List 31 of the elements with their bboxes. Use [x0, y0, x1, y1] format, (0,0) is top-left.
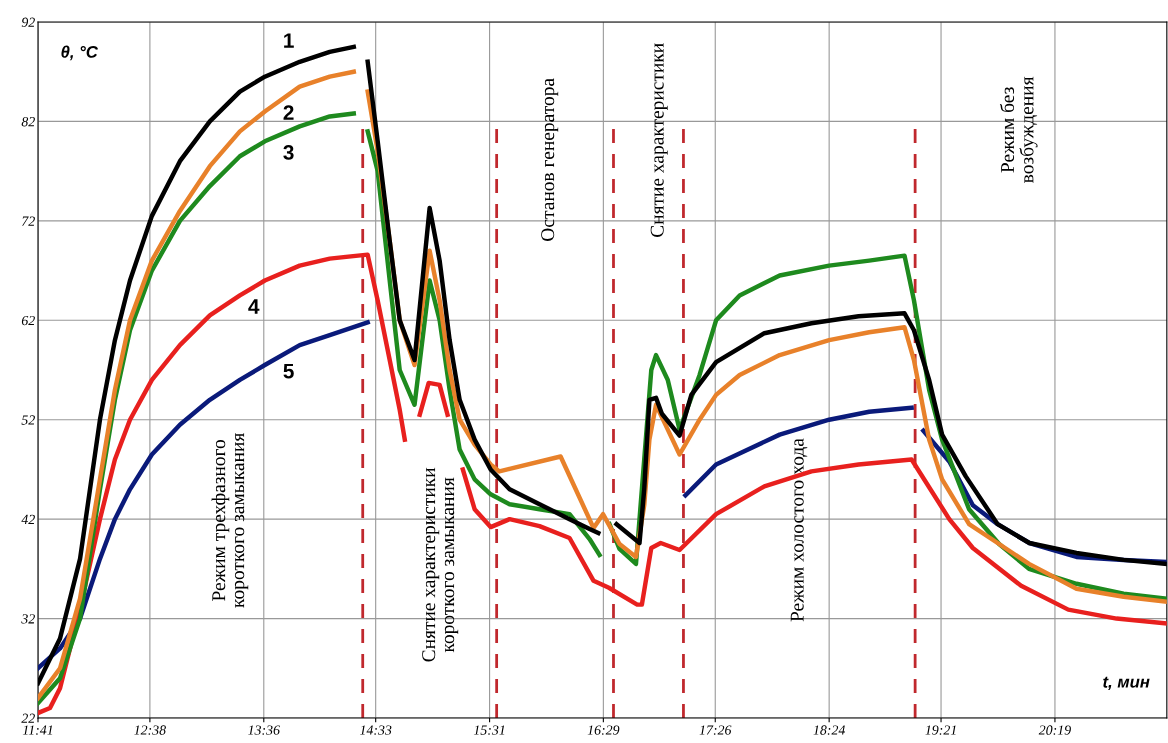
y-tick-label: 82 — [21, 117, 35, 127]
y-tick-label: 42 — [21, 514, 35, 524]
y-tick-label: 92 — [21, 17, 35, 27]
y-tick-label: 62 — [21, 315, 35, 326]
x-axis-title: t, мин — [1103, 676, 1150, 691]
annotation: Останов генератора — [541, 78, 559, 241]
x-tick-label: 19:21 — [925, 725, 956, 735]
annotation: Режим трехфазного короткого замыкания — [211, 433, 249, 608]
y-axis-title: θ, °C — [61, 45, 99, 61]
series-label: 3 — [283, 145, 294, 160]
x-tick-label: 14:33 — [359, 725, 392, 735]
annotation: Режим без возбуждения — [999, 76, 1038, 183]
series-label: 4 — [248, 299, 260, 314]
annotation: Снятие характеристики — [650, 43, 668, 238]
x-tick-label: 15:31 — [473, 725, 505, 735]
x-tick-label: 20:19 — [1038, 725, 1071, 735]
y-tick-label: 52 — [21, 415, 35, 425]
x-tick-label: 17:26 — [699, 725, 732, 735]
annotation: Снятие характеристики короткого замыкания — [422, 467, 459, 662]
x-tick-label: 18:24 — [813, 725, 846, 735]
x-tick-label: 13:36 — [248, 725, 280, 735]
x-tick-label: 12:38 — [134, 725, 166, 735]
x-tick-label: 11:41 — [22, 725, 53, 735]
y-tick-label: 32 — [21, 614, 35, 624]
series-label: 5 — [283, 363, 294, 379]
series-label: 2 — [283, 105, 294, 120]
y-tick-label: 72 — [22, 216, 35, 226]
series-label: 1 — [284, 33, 294, 48]
x-tick-label: 16:29 — [587, 725, 620, 735]
annotation: Режим холостого хода — [790, 438, 808, 622]
y-tick-label: 22 — [21, 713, 35, 723]
